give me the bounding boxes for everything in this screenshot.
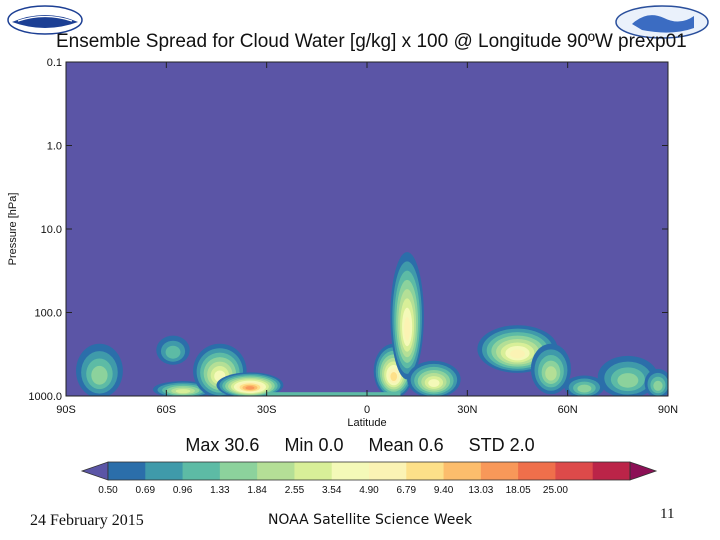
contour-level <box>653 380 663 391</box>
colorbar-label: 9.40 <box>434 485 454 496</box>
nesdis-logo <box>615 5 709 39</box>
colorbar-swatch <box>518 462 556 480</box>
colorbar-swatch <box>443 462 482 480</box>
surface-band <box>266 392 401 396</box>
cloud-feature <box>390 252 424 380</box>
colorbar-swatch <box>592 462 631 480</box>
stat-max: 30.6 <box>224 435 260 455</box>
colorbar-label: 13.03 <box>468 485 493 496</box>
contour-level <box>91 365 108 385</box>
stat-mean-label: Mean <box>368 435 414 455</box>
y-tick-label: 100.0 <box>34 308 62 320</box>
cloud-feature <box>564 375 605 396</box>
colorbar-swatch <box>108 462 146 480</box>
colorbar-swatch <box>369 462 407 480</box>
colorbar-high-triangle <box>629 461 658 481</box>
stat-std: 2.0 <box>509 435 535 455</box>
y-axis: 0.1 1.0 10.0 100.0 1000.0 <box>28 57 668 403</box>
x-tick-label: 0 <box>364 404 370 416</box>
x-tick-label: 30S <box>257 404 277 416</box>
stat-min-label: Min <box>284 435 314 455</box>
cloud-water-field <box>76 252 668 396</box>
footer-event: NOAA Satellite Science Week <box>267 512 473 528</box>
footer-date: 24 February 2015 <box>30 512 144 529</box>
colorbar-swatch <box>331 462 370 480</box>
y-axis-label: Pressure [hPa] <box>7 193 19 266</box>
colorbar-label: 0.50 <box>98 485 118 496</box>
colorbar-label: 0.96 <box>173 485 193 496</box>
cloud-feature <box>156 335 190 365</box>
colorbar-swatch <box>294 462 333 480</box>
y-tick-label: 1.0 <box>47 141 62 153</box>
cloud-feature <box>76 343 123 396</box>
colorbar: 0.50 0.69 0.96 1.33 1.84 2.55 3.54 4.90 6.79 9.40… <box>80 461 658 496</box>
cloud-feature <box>597 355 658 396</box>
colorbar-label: 6.79 <box>397 485 417 496</box>
colorbar-label: 25.00 <box>543 485 568 496</box>
colorbar-swatch <box>219 462 258 480</box>
x-tick-label: 90S <box>56 404 76 416</box>
contour-level <box>428 379 440 387</box>
colorbar-label: 0.69 <box>136 485 156 496</box>
colorbar-label: 18.05 <box>506 485 531 496</box>
stats-line: Max 30.6 Min 0.0 Mean 0.6 STD 2.0 <box>0 435 720 456</box>
contour-level <box>545 366 557 381</box>
x-tick-label: 60N <box>558 404 578 416</box>
colorbar-label: 1.84 <box>247 485 267 496</box>
colorbar-label: 1.33 <box>210 485 230 496</box>
stat-max-label: Max <box>185 435 220 455</box>
x-tick-label: 30N <box>457 404 477 416</box>
colorbar-label: 3.54 <box>322 485 342 496</box>
x-axis: 90S 60S 30S 0 30N 60N 90N <box>56 62 678 416</box>
noaa-logo <box>7 5 83 35</box>
contour-level <box>245 386 255 390</box>
stat-min: 0.0 <box>318 435 344 455</box>
colorbar-label: 4.90 <box>359 485 379 496</box>
colorbar-low-triangle <box>80 461 109 481</box>
colorbar-swatch <box>145 462 184 480</box>
contour-level <box>510 349 525 359</box>
cloud-feature <box>530 343 572 395</box>
contour-level <box>165 345 181 359</box>
colorbar-swatch <box>257 462 295 480</box>
y-tick-label: 1000.0 <box>28 391 62 403</box>
stat-std-label: STD <box>468 435 505 455</box>
x-tick-label: 90N <box>658 404 678 416</box>
cloud-feature <box>407 360 461 396</box>
contour-level <box>175 389 191 394</box>
y-tick-label: 0.1 <box>47 57 62 69</box>
contour-level <box>390 371 398 382</box>
x-tick-label: 60S <box>157 404 177 416</box>
chart-title: Ensemble Spread for Cloud Water [g/kg] x… <box>56 31 687 52</box>
chart-area: 90S 60S 30S 0 30N 60N 90N 0.1 1.0 10.0 100.0 1000.… <box>7 57 678 496</box>
colorbar-swatch <box>555 462 594 480</box>
colorbar-swatch <box>406 462 445 480</box>
x-axis-label: Latitude <box>347 417 386 429</box>
colorbar-swatch <box>480 462 519 480</box>
contour-level <box>617 373 639 388</box>
plot-background <box>66 62 668 396</box>
colorbar-label: 2.55 <box>285 485 305 496</box>
colorbar-swatch <box>182 462 221 480</box>
contour-level <box>577 384 592 393</box>
cloud-feature <box>644 368 668 396</box>
stat-mean: 0.6 <box>418 435 444 455</box>
page-number: 11 <box>660 506 675 522</box>
contour-level <box>404 316 411 341</box>
y-tick-label: 10.0 <box>41 224 62 236</box>
